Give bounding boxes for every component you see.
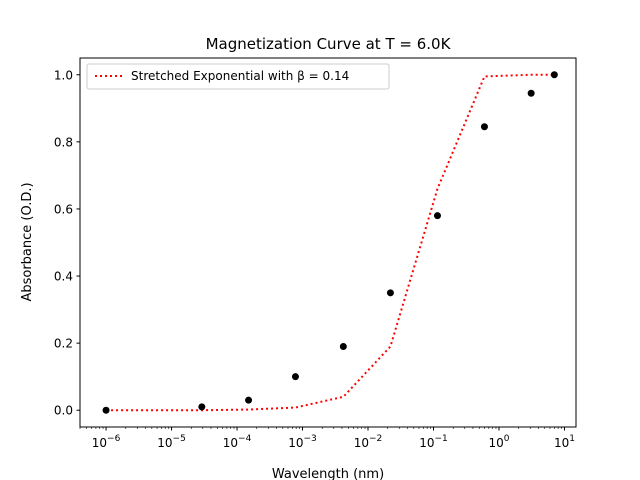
x-tick-label: 10−4 [223, 434, 252, 450]
data-point [198, 403, 206, 411]
data-point [339, 342, 347, 350]
y-axis-label: Absorbance (O.D.) [20, 182, 35, 301]
y-tick-label: 0.4 [54, 270, 73, 284]
plot-area [102, 71, 558, 414]
x-tick-label: 101 [554, 434, 575, 450]
y-tick-label: 1.0 [54, 68, 73, 82]
legend-box [86, 63, 390, 90]
data-point [291, 373, 299, 381]
data-point [480, 123, 488, 131]
y-tick-label: 0.8 [54, 135, 73, 149]
legend-label: Stretched Exponential with β = 0.14 [131, 69, 349, 83]
x-tick-label: 10−2 [354, 434, 383, 450]
x-tick-label: 100 [488, 434, 509, 450]
x-tick-label: 10−1 [419, 434, 448, 450]
legend: Stretched Exponential with β = 0.14 [86, 63, 390, 90]
x-tick-label: 10−3 [288, 434, 317, 450]
data-point [386, 289, 394, 297]
y-tick-label: 0.6 [54, 202, 73, 216]
data-point [102, 406, 110, 414]
y-tick-label: 0.2 [54, 337, 73, 351]
plot-frame [79, 57, 577, 428]
data-point [550, 71, 558, 79]
data-point [433, 212, 441, 220]
data-point [527, 89, 535, 97]
chart-title: Magnetization Curve at T = 6.0K [206, 35, 452, 53]
axis-ticks: 0.0 0.2 0.4 0.6 0.8 1.0 10−6 10−5 10−4 10−3 10−2 10… [54, 68, 575, 450]
x-axis-label: Wavelength (nm) [272, 467, 384, 480]
x-tick-label: 10−6 [92, 434, 121, 450]
y-tick-label: 0.0 [54, 404, 73, 418]
data-point [245, 396, 253, 404]
x-tick-label: 10−5 [157, 434, 186, 450]
